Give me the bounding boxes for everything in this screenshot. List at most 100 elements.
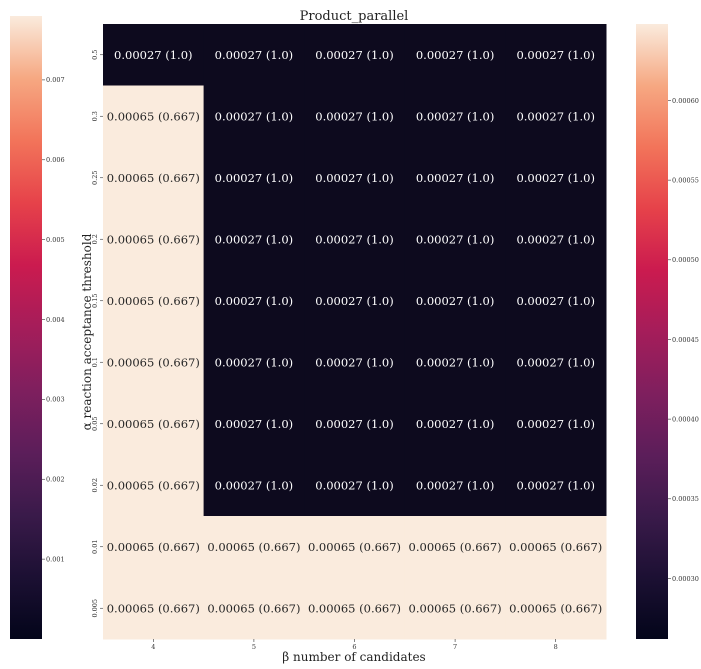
heatmap-cell	[404, 85, 506, 148]
colorbar-tick-label: 0.006	[46, 156, 65, 164]
y-tick-label: 0.1	[91, 357, 99, 367]
cell-annotation: 0.00027 (1.0)	[516, 109, 594, 123]
heatmap-cell	[103, 270, 205, 332]
y-tick-label: 0.02	[91, 478, 99, 492]
colorbar-tick-label: 0.007	[46, 76, 65, 84]
heatmap-cell	[203, 270, 305, 332]
colorbar-tick-label: 0.005	[46, 236, 65, 244]
cell-annotation: 0.00027 (1.0)	[215, 48, 293, 62]
left-colorbar: 0.001 0.002 0.003 0.004 0.005 0.006 0.007	[10, 16, 65, 639]
y-axis-label: α reaction acceptance threshold	[80, 233, 94, 430]
heatmap-cell	[304, 147, 406, 209]
heatmap-cell	[304, 270, 406, 332]
cell-annotation: 0.00065 (0.667)	[107, 232, 200, 246]
heatmap-cell	[505, 577, 607, 640]
cell-annotation: 0.00027 (1.0)	[416, 478, 494, 492]
heatmap-cell	[404, 454, 506, 517]
colorbar-tick-label: 0.00045	[672, 336, 699, 344]
heatmap-cell	[505, 270, 607, 332]
x-tick-label: 5	[252, 643, 256, 651]
cell-annotation: 0.00027 (1.0)	[315, 48, 393, 62]
colorbar-tick-label: 0.00055	[672, 176, 699, 184]
heatmap-cell	[203, 24, 305, 86]
colorbar-tick-label: 0.002	[46, 476, 65, 484]
heatmap-cell	[304, 577, 406, 640]
cell-annotation: 0.00065 (0.667)	[509, 601, 602, 615]
cell-annotation: 0.00027 (1.0)	[215, 478, 293, 492]
heatmap-cell	[404, 577, 506, 640]
cell-annotation: 0.00065 (0.667)	[107, 109, 200, 123]
heatmap-cell	[505, 147, 607, 209]
y-tick-label: 0.2	[91, 234, 99, 244]
heatmap-cell	[404, 393, 506, 455]
heatmap-cell	[203, 208, 305, 271]
x-tick-label: 8	[554, 643, 558, 651]
cell-annotation: 0.00065 (0.667)	[107, 355, 200, 369]
colorbar-tick-label: 0.00060	[672, 97, 699, 105]
cell-annotation: 0.00027 (1.0)	[416, 171, 494, 185]
cell-annotation: 0.00027 (1.0)	[516, 355, 594, 369]
heatmap-cell	[404, 24, 506, 86]
colorbar-tick-label: 0.00050	[672, 256, 699, 264]
heatmap-cell	[203, 393, 305, 455]
chart-title: Product_parallel	[300, 9, 409, 24]
heatmap-cell	[103, 454, 205, 517]
cell-annotation: 0.00027 (1.0)	[516, 232, 594, 246]
heatmap-cell	[304, 331, 406, 394]
colorbar-tick-label: 0.00035	[672, 495, 699, 503]
heatmap-cell	[103, 147, 205, 209]
cell-annotation: 0.00027 (1.0)	[315, 294, 393, 308]
cell-annotation: 0.00027 (1.0)	[315, 171, 393, 185]
heatmap-cell	[203, 516, 305, 578]
cell-annotation: 0.00027 (1.0)	[516, 48, 594, 62]
colorbar-gradient	[636, 24, 668, 639]
heatmap-cell	[304, 516, 406, 578]
cell-annotation: 0.00027 (1.0)	[215, 355, 293, 369]
heatmap-cell	[404, 147, 506, 209]
cell-annotation: 0.00065 (0.667)	[509, 540, 602, 554]
heatmap-cell	[505, 24, 607, 86]
y-tick-label: 0.25	[91, 171, 99, 185]
cell-annotation: 0.00027 (1.0)	[416, 294, 494, 308]
colorbar-gradient	[10, 16, 42, 639]
heatmap-cell	[505, 208, 607, 271]
cell-annotation: 0.00065 (0.667)	[107, 417, 200, 431]
heatmap-cell	[505, 516, 607, 578]
cell-annotation: 0.00027 (1.0)	[416, 417, 494, 431]
right-colorbar: 0.00030 0.00035 0.00040 0.00045 0.00050 0.000…	[636, 24, 699, 639]
cell-annotation: 0.00027 (1.0)	[516, 478, 594, 492]
colorbar-tick-label: 0.001	[46, 555, 65, 563]
heatmap-cell	[304, 393, 406, 455]
cell-annotation: 0.00065 (0.667)	[308, 540, 401, 554]
y-tick-label: 0.005	[91, 599, 99, 618]
heatmap-cell	[103, 393, 205, 455]
cell-annotation: 0.00027 (1.0)	[114, 48, 192, 62]
cell-annotation: 0.00027 (1.0)	[416, 355, 494, 369]
heatmap-cell	[404, 331, 506, 394]
cell-annotation: 0.00027 (1.0)	[315, 478, 393, 492]
x-tick-label: 4	[151, 643, 155, 651]
cell-annotation: 0.00065 (0.667)	[107, 540, 200, 554]
heatmap-cell	[103, 208, 205, 271]
cell-annotation: 0.00027 (1.0)	[215, 171, 293, 185]
cell-annotation: 0.00065 (0.667)	[308, 601, 401, 615]
x-tick-label: 6	[352, 643, 356, 651]
heatmap-cell	[103, 577, 205, 640]
cell-annotation: 0.00027 (1.0)	[315, 355, 393, 369]
cell-annotation: 0.00065 (0.667)	[107, 478, 200, 492]
y-tick-label: 0.01	[91, 540, 99, 554]
colorbar-tick-label: 0.003	[46, 396, 65, 404]
heatmap-cell	[203, 85, 305, 148]
cell-annotation: 0.00027 (1.0)	[215, 109, 293, 123]
cell-annotation: 0.00065 (0.667)	[207, 601, 300, 615]
heatmap-cell	[103, 24, 205, 86]
heatmap-cell	[203, 331, 305, 394]
cell-annotation: 0.00027 (1.0)	[516, 294, 594, 308]
cell-annotation: 0.00027 (1.0)	[315, 232, 393, 246]
cell-annotation: 0.00027 (1.0)	[516, 417, 594, 431]
heatmap-cell	[304, 85, 406, 148]
cell-annotation: 0.00027 (1.0)	[315, 109, 393, 123]
heatmap-cell	[304, 24, 406, 86]
heatmap-cell	[505, 331, 607, 394]
